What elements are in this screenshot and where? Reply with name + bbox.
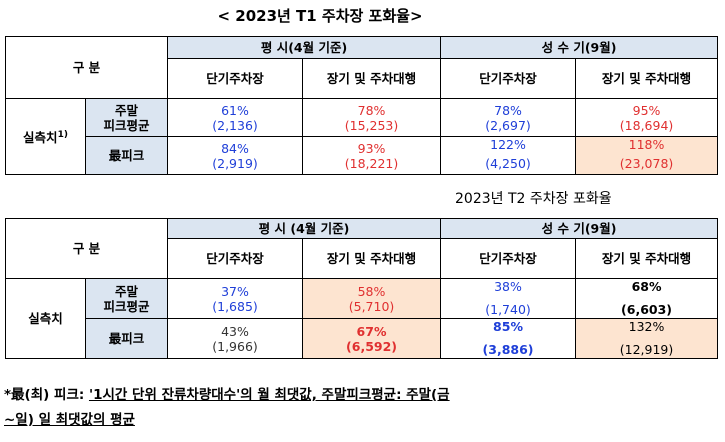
data-cell: 84% (2,919) xyxy=(167,136,304,175)
row-group-label: 실측치 xyxy=(5,278,86,359)
data-cell: 37% (1,685) xyxy=(167,278,304,319)
sub-header-long-peak: 장기 및 주차대행 xyxy=(575,58,719,99)
normal-period-header: 평 시 (4월 기준) xyxy=(167,218,442,239)
t1-parking-table: 구 분 평 시(4월 기준) 성 수 기(9월) 단기주차장 장기 및 주차대행… xyxy=(4,36,719,175)
data-cell: 68% (6,603) xyxy=(575,278,719,319)
row-label-weekend-peak: 주말 피크평균 xyxy=(84,278,169,319)
data-cell: 85% (3,886) xyxy=(440,318,577,359)
data-cell: 78% (2,697) xyxy=(440,98,577,137)
data-cell: 61% (2,136) xyxy=(167,98,304,137)
row-label-max-peak: 最피크 xyxy=(84,136,169,175)
peak-period-header: 성 수 기(9월) xyxy=(440,36,719,59)
data-cell: 95% (18,694) xyxy=(575,98,719,137)
sub-header-short-peak: 단기주차장 xyxy=(440,238,577,279)
data-cell-highlighted: 132% (12,919) xyxy=(575,318,719,359)
footnote-underlined: '1시간 단위 잔류차량대수'의 월 최댓값, 주말피크평균: 주말(금 xyxy=(88,387,450,403)
row-label-weekend-peak: 주말 피크평균 xyxy=(84,98,169,137)
sub-header-short-normal: 단기주차장 xyxy=(167,238,304,279)
sub-header-long-peak: 장기 및 주차대행 xyxy=(575,238,719,279)
data-cell: 78% (15,253) xyxy=(302,98,442,137)
table2-title: 2023년 T2 주차장 포화율 xyxy=(455,191,612,207)
data-cell-highlighted: 67% (6,592) xyxy=(302,318,442,359)
sub-header-short-peak: 단기주차장 xyxy=(440,58,577,99)
col-group-label: 구 분 xyxy=(4,36,169,99)
normal-period-header: 평 시(4월 기준) xyxy=(167,36,442,59)
peak-period-header: 성 수 기(9월) xyxy=(440,218,719,239)
data-cell: 38% (1,740) xyxy=(440,278,577,319)
data-cell: 43% (1,966) xyxy=(167,318,304,359)
row-label-max-peak: 最피크 xyxy=(84,318,169,359)
footnote-line2: ~일) 일 최댓값의 평균 xyxy=(4,412,135,428)
footnote-line1: *最(최) 피크: '1시간 단위 잔류차량대수'의 월 최댓값, 주말피크평균… xyxy=(4,387,450,403)
sub-header-long-normal: 장기 및 주차대행 xyxy=(302,58,442,99)
table1-title: < 2023년 T1 주차장 포화율> xyxy=(217,7,423,25)
data-cell: 93% (18,221) xyxy=(302,136,442,175)
sub-header-long-normal: 장기 및 주차대행 xyxy=(302,238,442,279)
t2-parking-table: 구 분 평 시 (4월 기준) 성 수 기(9월) 단기주차장 장기 및 주차대… xyxy=(4,218,719,359)
data-cell-highlighted: 58% (5,710) xyxy=(302,278,442,319)
footnote-marker: 1) xyxy=(57,129,68,140)
data-cell-highlighted: 118% (23,078) xyxy=(575,136,719,175)
data-cell: 122% (4,250) xyxy=(440,136,577,175)
col-group-label: 구 분 xyxy=(4,218,169,279)
sub-header-short-normal: 단기주차장 xyxy=(167,58,304,99)
row-group-label: 실측치1) xyxy=(5,98,86,175)
